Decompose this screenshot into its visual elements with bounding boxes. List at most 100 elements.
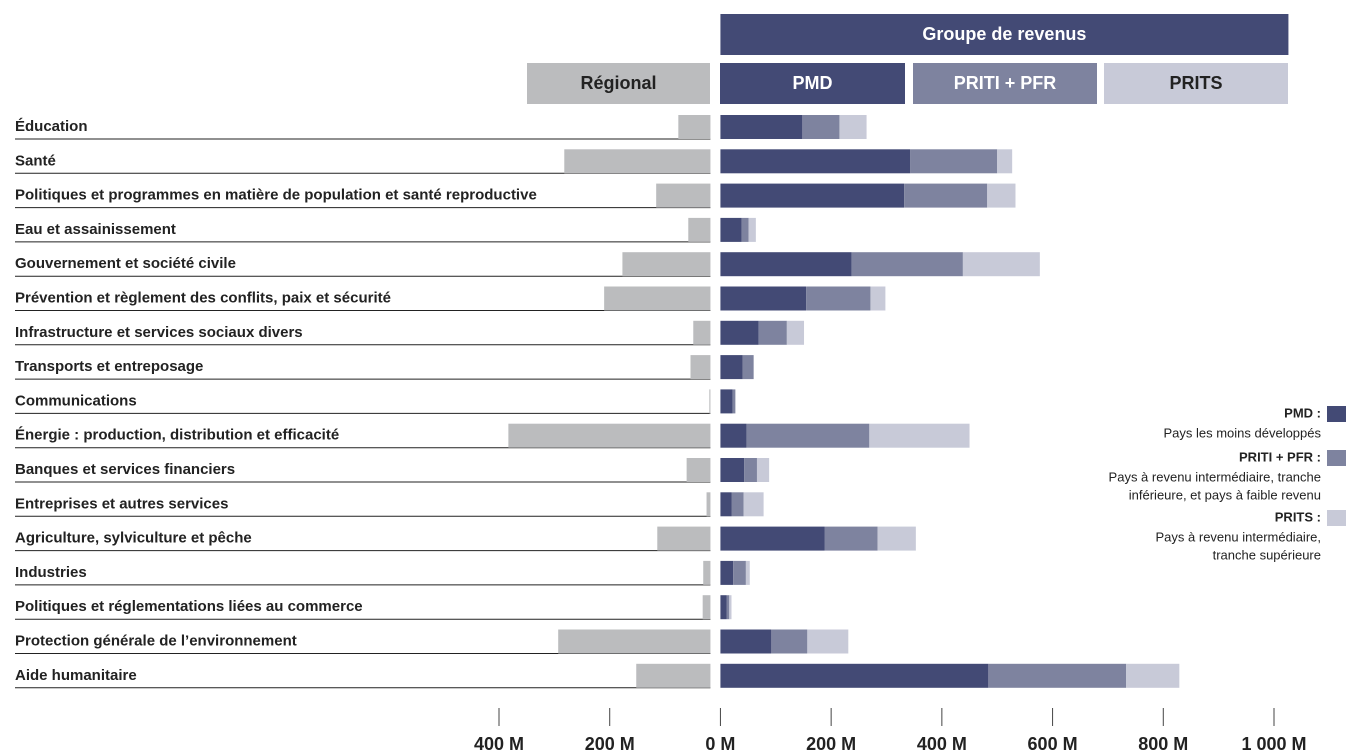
group-header: Groupe de revenus — [922, 24, 1086, 44]
category-label: Protection générale de l’environnement — [15, 632, 297, 649]
bar-segment — [962, 252, 1040, 277]
category-label: Politiques et programmes en matière de p… — [15, 187, 537, 204]
category-label: Eau et assainissement — [15, 221, 176, 238]
bar-segment — [786, 320, 805, 345]
bar-segment — [910, 149, 998, 174]
category-label: Politiques et réglementations liées au c… — [15, 598, 363, 615]
bar-segment — [732, 389, 736, 414]
bar-regional — [678, 115, 711, 139]
bar-segment — [771, 629, 808, 654]
bar-regional — [690, 355, 711, 380]
x-tick-label: 600 M — [1028, 734, 1078, 752]
category-label: Transports et entreposage — [15, 358, 203, 375]
bar-segment — [741, 217, 749, 242]
bar-segment — [720, 492, 732, 517]
x-tick-label: 400 M — [917, 734, 967, 752]
category-label: Banques et services financiers — [15, 461, 235, 478]
bar-segment — [720, 252, 852, 277]
legend-description: Pays les moins développés — [1163, 425, 1321, 440]
bar-regional — [657, 526, 711, 551]
bar-segment — [720, 286, 807, 311]
bar-segment — [720, 458, 745, 482]
bar-segment — [839, 115, 867, 139]
legend-label: PRITI + PFR : — [1239, 449, 1321, 464]
bar-segment — [997, 149, 1013, 174]
bar-regional — [558, 629, 711, 654]
bar-segment — [720, 149, 911, 174]
x-tick-label: 0 M — [705, 734, 735, 752]
bar-segment — [720, 183, 905, 208]
x-tick-label: 200 M — [585, 734, 635, 752]
legend-key — [1327, 406, 1346, 422]
bar-segment — [720, 115, 803, 139]
category-label: Communications — [15, 392, 137, 409]
series-header: PRITS — [1169, 73, 1222, 93]
bar-regional — [622, 252, 711, 277]
bar-regional — [656, 183, 711, 208]
bar-regional — [508, 423, 711, 448]
bar-segment — [743, 492, 764, 517]
bar-segment — [729, 595, 732, 620]
series-header-box — [527, 63, 710, 104]
bar-regional — [604, 286, 711, 311]
bar-regional — [709, 389, 711, 414]
legend-label: PRITS : — [1275, 509, 1321, 524]
x-tick-label: 800 M — [1138, 734, 1188, 752]
bar-segment — [720, 560, 734, 585]
legend-description: tranche supérieure — [1213, 547, 1321, 562]
group-header-box — [720, 14, 1289, 55]
bar-segment — [904, 183, 988, 208]
category-label: Entreprises et autres services — [15, 495, 228, 512]
legend-description: Pays à revenu intermédiaire, — [1156, 529, 1321, 544]
x-tick-label: 400 M — [474, 734, 524, 752]
x-tick-label: 1 000 M — [1241, 734, 1306, 752]
bar-segment — [745, 560, 750, 585]
series-header: PMD — [793, 73, 833, 93]
bar-segment — [720, 217, 742, 242]
bar-segment — [987, 183, 1016, 208]
series-header-box — [913, 63, 1097, 104]
bar-regional — [688, 217, 711, 242]
bar-segment — [742, 355, 754, 380]
series-header-box — [720, 63, 905, 104]
bar-segment — [869, 423, 970, 448]
bar-segment — [851, 252, 963, 277]
legend-description: inférieure, et pays à faible revenu — [1129, 487, 1321, 502]
bar-regional — [703, 560, 711, 585]
category-label: Santé — [15, 152, 56, 169]
legend-description: Pays à revenu intermédiaire, tranche — [1109, 469, 1321, 484]
bar-segment — [758, 320, 787, 345]
bar-regional — [636, 663, 711, 688]
bar-segment — [746, 423, 870, 448]
category-label: Industries — [15, 564, 87, 581]
series-header: PRITI + PFR — [954, 73, 1057, 93]
bar-segment — [720, 355, 743, 380]
bar-segment — [733, 560, 746, 585]
bar-segment — [720, 595, 727, 620]
bar-segment — [807, 629, 849, 654]
x-tick-label: 200 M — [806, 734, 856, 752]
bar-regional — [702, 595, 711, 620]
bar-regional — [686, 458, 711, 482]
category-label: Infrastructure et services sociaux diver… — [15, 324, 303, 341]
bar-segment — [806, 286, 871, 311]
category-label: Éducation — [15, 118, 88, 135]
bar-segment — [988, 663, 1127, 688]
category-label: Prévention et règlement des conflits, pa… — [15, 289, 391, 306]
bar-segment — [1126, 663, 1180, 688]
bar-segment — [802, 115, 840, 139]
bar-segment — [877, 526, 916, 551]
bar-segment — [720, 629, 772, 654]
bar-segment — [756, 458, 770, 482]
category-label: Gouvernement et société civile — [15, 255, 236, 272]
bar-segment — [824, 526, 878, 551]
bar-regional — [564, 149, 711, 174]
bar-segment — [720, 423, 747, 448]
bar-regional — [693, 320, 711, 345]
bar-segment — [731, 492, 744, 517]
bar-segment — [720, 320, 759, 345]
legend-key — [1327, 510, 1346, 526]
bar-segment — [870, 286, 886, 311]
legend-key — [1327, 450, 1346, 466]
